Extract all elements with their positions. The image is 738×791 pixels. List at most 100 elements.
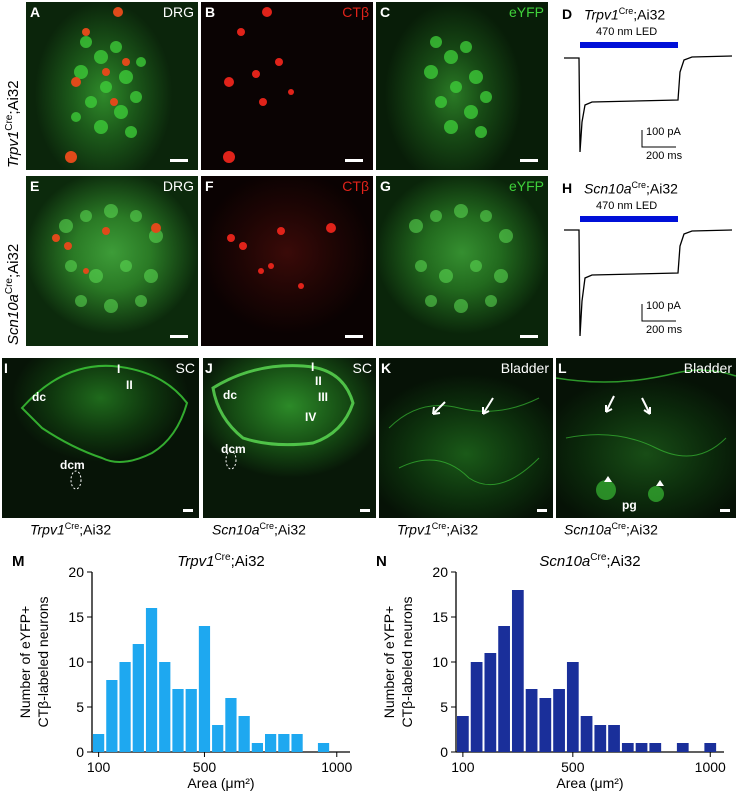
panel-f-cells <box>227 223 336 289</box>
row-label-rest: ;Ai32 <box>5 80 22 115</box>
channel-label: Bladder <box>683 360 732 376</box>
panel-h-trace: H Scn10aCre;Ai32 470 nm LED 100 pA 200 m… <box>552 176 736 346</box>
label-dcm: dcm <box>221 442 246 456</box>
caption-k: Trpv1Cre;Ai32 <box>397 521 478 538</box>
chart-title-sup: Cre <box>214 552 231 563</box>
caption-rest: ;Ai32 <box>446 521 479 538</box>
histogram-bar <box>172 689 184 752</box>
x-tick-label: 500 <box>193 759 217 775</box>
caption-gene: Trpv1 <box>397 521 432 538</box>
led-label: 470 nm LED <box>596 26 658 38</box>
panel-d-trace: D Trpv1Cre;Ai32 470 nm LED 100 pA 200 ms <box>552 2 736 170</box>
panel-l-fibers <box>556 369 736 502</box>
channel-label: eYFP <box>508 4 544 20</box>
label-dc: dc <box>223 388 238 402</box>
chart-letter: N <box>376 553 387 570</box>
panel-l-bladder: L Bladder pg <box>556 358 736 518</box>
row-label-sup: Cre <box>4 278 15 295</box>
panel-k-fibers <box>388 397 540 486</box>
y-tick-label: 0 <box>76 744 84 760</box>
caption-i: Trpv1Cre;Ai32 <box>30 521 111 538</box>
histogram-bar <box>566 662 579 752</box>
trace-title-rest: ;Ai32 <box>646 180 678 197</box>
panel-g-eyfp: G eYFP <box>376 176 548 346</box>
histogram-bar <box>635 743 648 752</box>
chart-letter: M <box>12 553 25 570</box>
led-bar <box>580 216 678 222</box>
chart-title-gene: Scn10a <box>539 553 590 570</box>
chart-title: Scn10aCre;Ai32 <box>539 552 640 570</box>
histogram-bar <box>238 716 250 752</box>
histogram-bar <box>484 653 497 752</box>
y-tick-label: 20 <box>68 564 84 580</box>
panel-e-drg-merge: E DRG <box>26 176 198 346</box>
row-label-gene: Scn10a <box>5 294 22 345</box>
histogram-bar <box>132 644 144 752</box>
channel-label: DRG <box>162 4 194 20</box>
x-tick-label: 1000 <box>321 759 352 775</box>
panel-letter: A <box>30 4 41 20</box>
histogram-bar <box>594 725 607 752</box>
scale-y-label: 100 pA <box>646 300 681 312</box>
histogram-bar <box>317 743 330 752</box>
x-tick-label: 100 <box>451 759 475 775</box>
caption-sup: Cre <box>259 521 274 531</box>
histogram-bar <box>278 734 290 752</box>
y-axis-label-line1: Number of eYFP+ <box>17 606 33 718</box>
row-label-sup: Cre <box>4 114 15 131</box>
histogram-bar <box>676 743 689 752</box>
chart-title-sup: Cre <box>590 552 607 563</box>
scale-x-label: 200 ms <box>646 324 683 336</box>
scale-bar <box>170 335 188 338</box>
y-tick-label: 0 <box>440 744 448 760</box>
histogram-bar <box>119 662 131 752</box>
channel-label: CTβ <box>342 4 369 20</box>
y-axis-label-line2: CTβ-labeled neurons <box>399 596 415 727</box>
panel-a-cells <box>65 7 146 163</box>
scale-bar <box>520 159 538 162</box>
histogram-bar <box>525 689 538 752</box>
scale-bar-lines <box>641 304 676 322</box>
scale-bar <box>520 335 538 338</box>
histogram-bar <box>498 626 510 752</box>
y-tick-label: 10 <box>68 654 84 670</box>
label-dcm: dcm <box>60 458 85 472</box>
histogram-bar <box>106 680 118 752</box>
histogram-bar <box>621 743 634 752</box>
panel-c-eyfp: C eYFP <box>376 2 548 170</box>
panel-j-outline <box>211 364 355 470</box>
scale-bar <box>345 159 363 162</box>
panel-a-drg-merge: A DRG <box>26 2 198 170</box>
scale-x-label: 200 ms <box>646 150 683 162</box>
histogram-bar <box>580 716 593 752</box>
panel-c-cells <box>424 36 492 138</box>
x-axis-label: Area (μm²) <box>556 775 623 791</box>
panel-g-cells <box>409 204 513 313</box>
scale-bar <box>170 159 188 162</box>
scale-bar <box>183 509 193 512</box>
trace-title-sup: Cre <box>631 180 646 190</box>
histogram-bar <box>539 698 552 752</box>
current-trace <box>564 42 733 153</box>
panel-i-spinal-cord: I SC dc I II dcm <box>2 358 199 518</box>
histogram-bar <box>265 734 277 752</box>
led-label: 470 nm LED <box>596 200 658 212</box>
histogram-bar <box>470 662 483 752</box>
histogram-bar <box>553 689 565 752</box>
row-label-rest: ;Ai32 <box>5 243 22 278</box>
histogram-bar <box>291 734 303 752</box>
scale-bar <box>537 509 547 512</box>
caption-rest: ;Ai32 <box>274 521 306 538</box>
panel-letter: L <box>558 360 567 376</box>
panel-e-cells <box>52 204 163 313</box>
current-trace <box>564 216 733 337</box>
y-tick-label: 10 <box>432 654 448 670</box>
row-label-gene: Trpv1 <box>5 130 22 168</box>
channel-label: CTβ <box>342 178 369 194</box>
label-lamina-iii: III <box>318 390 329 404</box>
histogram-bar <box>457 716 469 752</box>
trace-title-rest: ;Ai32 <box>633 6 666 23</box>
trace-title: Scn10aCre;Ai32 <box>584 180 678 197</box>
caption-l: Scn10aCre;Ai32 <box>564 521 658 538</box>
histogram-bar <box>159 662 171 752</box>
